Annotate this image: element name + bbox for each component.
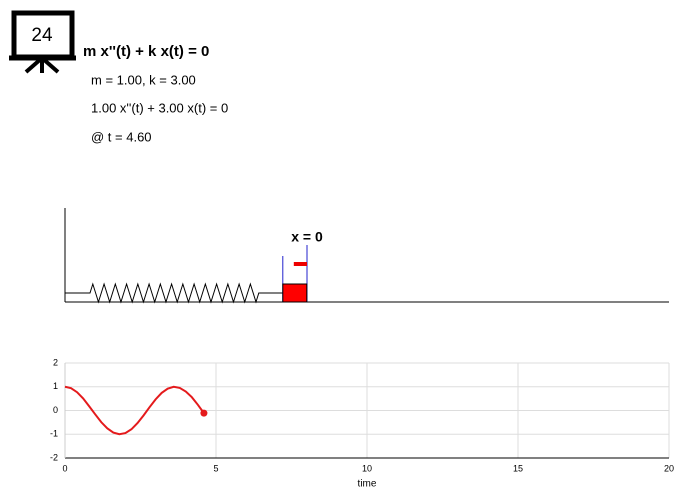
position-line: [64, 385, 205, 436]
simulation: [65, 256, 308, 304]
x-tick-label: 5: [213, 463, 218, 473]
badge-leg: [40, 56, 60, 74]
current-point: [200, 409, 208, 417]
y-tick-label: 2: [53, 357, 58, 367]
y-tick-label: -1: [50, 429, 58, 439]
spring: [65, 282, 283, 304]
badge-icon: 24: [9, 10, 76, 74]
x-tick-label: 20: [664, 463, 674, 473]
y-tick-label: 1: [53, 381, 58, 391]
mass-block: [282, 283, 308, 303]
badge-number: 24: [31, 25, 53, 46]
equilibrium-label: x = 0: [291, 229, 323, 245]
x-tick-label: 10: [362, 463, 372, 473]
instance-equation: 1.00 x''(t) + 3.00 x(t) = 0: [91, 100, 228, 115]
badge-leg: [24, 56, 44, 74]
y-tick-label: -2: [50, 452, 58, 462]
x-axis-label: time: [358, 479, 377, 490]
x-tick-label: 0: [62, 463, 67, 473]
x-tick-label: 15: [513, 463, 523, 473]
equation: m x''(t) + k x(t) = 0: [83, 43, 209, 60]
y-tick-label: 0: [53, 405, 58, 415]
params: m = 1.00, k = 3.00: [91, 72, 196, 87]
time-label: @ t = 4.60: [91, 129, 152, 144]
